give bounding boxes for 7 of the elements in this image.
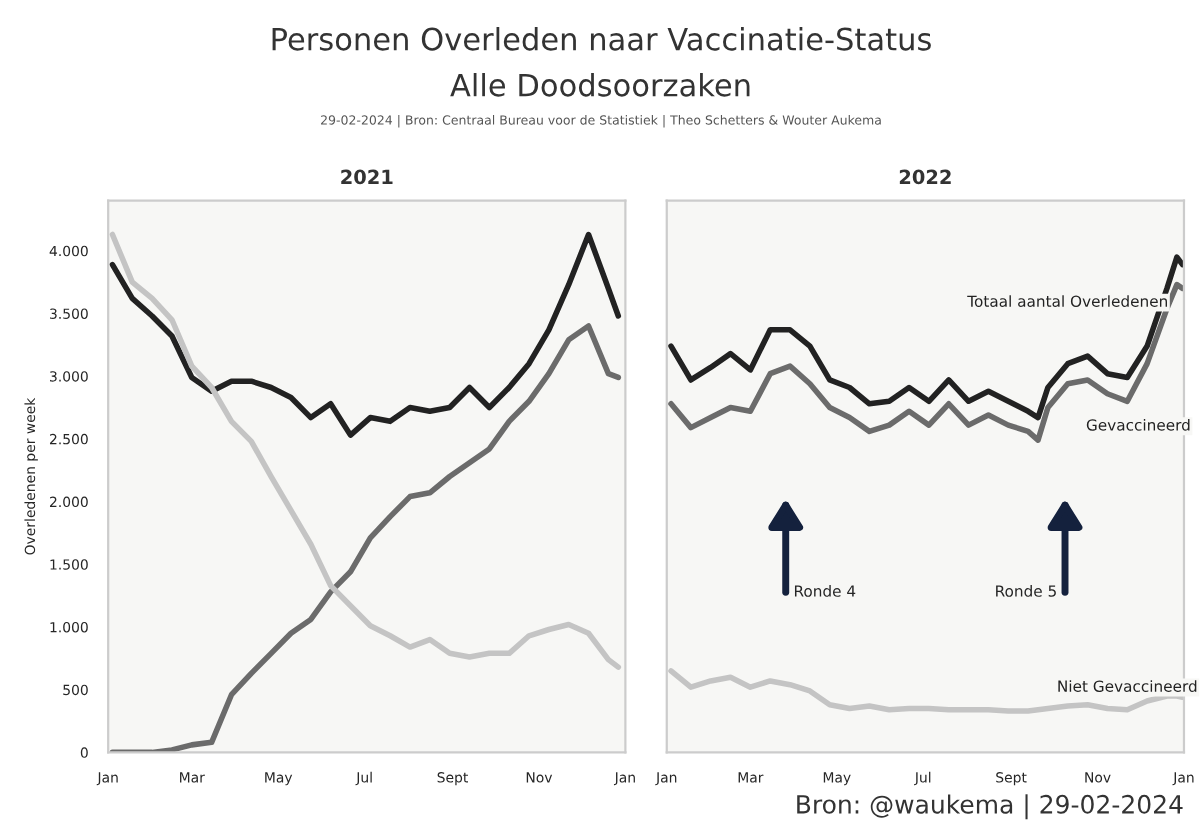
chart-title: 2022 — [899, 169, 951, 185]
line-series — [109, 231, 622, 438]
text: 2021 — [341, 169, 393, 185]
text: Bron: @waukema | 29-02-2024 — [797, 794, 1183, 820]
chart-title: Personen Overleden naar Vaccinatie-Status — [272, 27, 931, 51]
line-series — [109, 323, 622, 753]
chart-subtitle: Alle Doodsoorzaken — [450, 72, 750, 97]
